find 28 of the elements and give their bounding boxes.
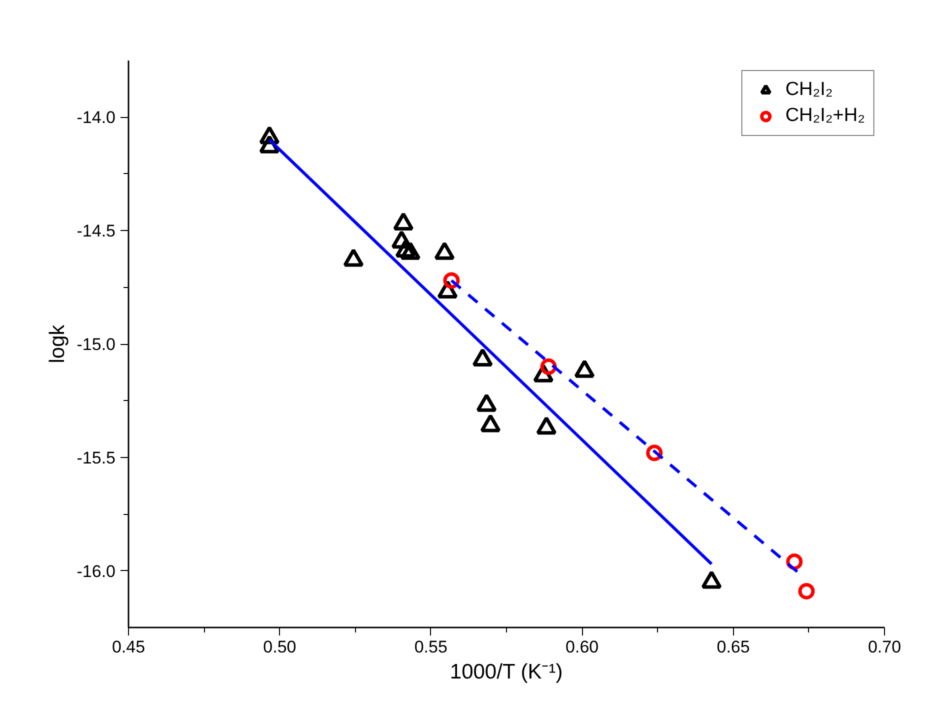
legend-label: CH₂I₂+H₂ [785,105,865,127]
point [391,230,412,249]
point [400,242,421,260]
legend-label: CH₂I₂ [785,79,833,101]
x-axis-title: 1000/T (K⁻¹) [450,660,563,684]
x-tick-label: 0.50 [263,638,296,656]
x-tick-label: 0.60 [566,638,599,656]
x-tick-label: 0.65 [716,638,750,656]
x-tick-label: 0.70 [868,638,902,656]
point [434,242,455,260]
point [701,570,722,589]
point [395,239,416,258]
x-tick-label: 0.45 [112,638,146,656]
y-tick-label: -14.0 [76,108,116,128]
y-tick-label: -14.5 [76,222,116,241]
point [536,416,557,435]
point [259,126,280,144]
y-tick-label: -16.0 [76,562,116,581]
point [393,212,414,230]
x-tick-label: 0.55 [414,638,448,656]
point [343,248,364,267]
point [476,394,497,412]
point [472,348,493,367]
point [574,360,595,378]
y-axis-title: logk [46,324,69,364]
y-tick-label: -15.5 [76,448,116,468]
point [480,414,501,432]
y-tick-label: -15.0 [76,335,116,354]
